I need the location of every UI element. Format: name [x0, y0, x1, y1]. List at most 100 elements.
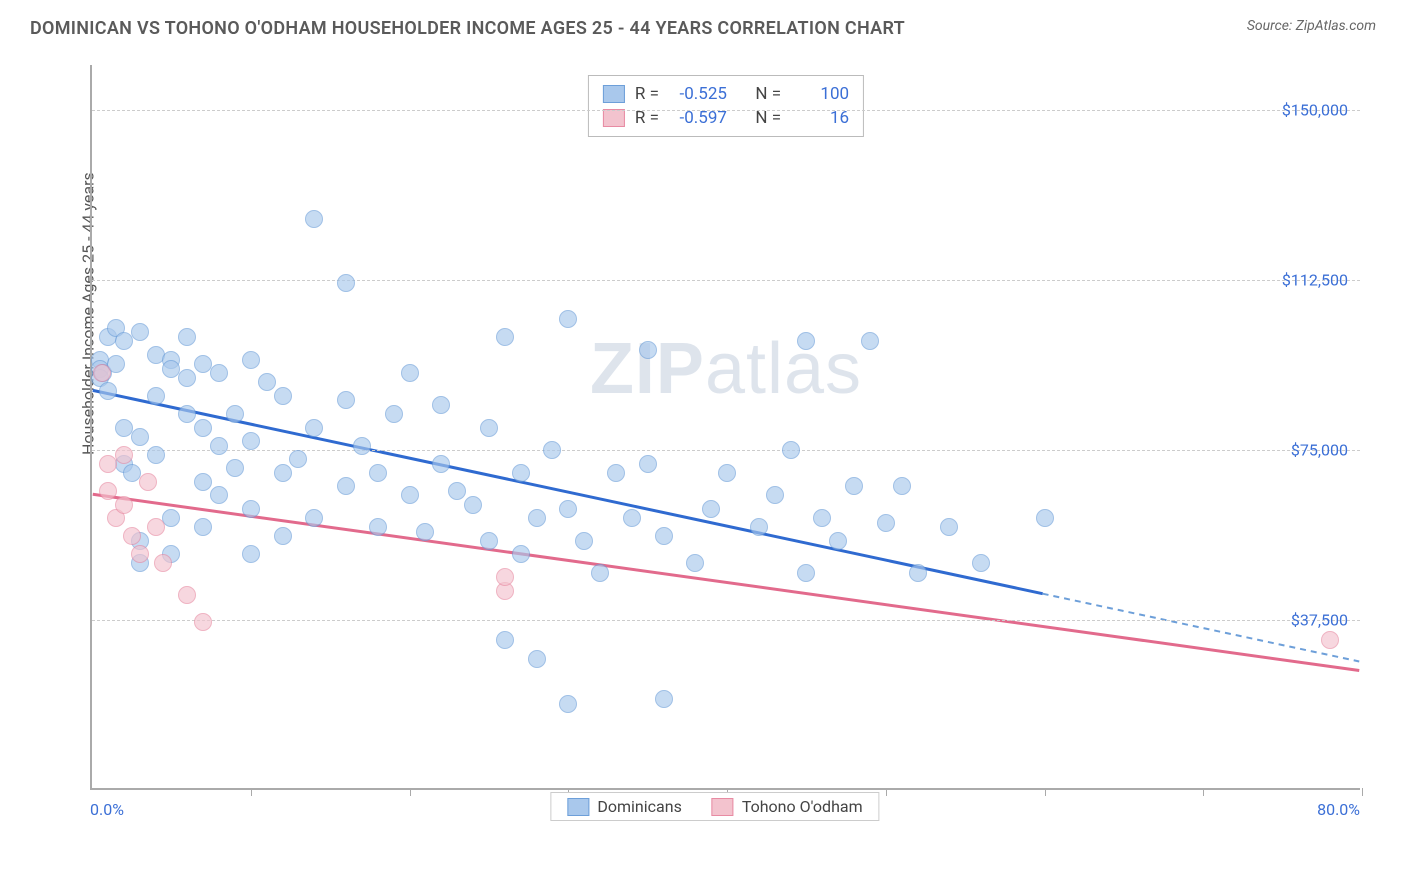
- chart-area: Householder Income Ages 25 - 44 years ZI…: [60, 55, 1370, 825]
- data-point: [496, 631, 514, 649]
- data-point: [93, 364, 111, 382]
- stats-legend-box: R =-0.525 N =100R =-0.597 N =16: [588, 75, 864, 137]
- x-min-label: 0.0%: [90, 800, 124, 819]
- data-point: [369, 464, 387, 482]
- data-point: [289, 450, 307, 468]
- x-tick: [1203, 788, 1204, 796]
- data-point: [401, 364, 419, 382]
- data-point: [416, 523, 434, 541]
- data-point: [496, 568, 514, 586]
- data-point: [305, 509, 323, 527]
- data-point: [861, 332, 879, 350]
- data-point: [178, 586, 196, 604]
- data-point: [337, 477, 355, 495]
- source-label: Source: ZipAtlas.com: [1247, 18, 1376, 34]
- data-point: [274, 387, 292, 405]
- data-point: [893, 477, 911, 495]
- data-point: [940, 518, 958, 536]
- data-point: [353, 437, 371, 455]
- data-point: [123, 527, 141, 545]
- data-point: [448, 482, 466, 500]
- y-tick-label: $150,000: [1282, 101, 1348, 120]
- data-point: [194, 473, 212, 491]
- data-point: [559, 695, 577, 713]
- data-point: [131, 545, 149, 563]
- data-point: [702, 500, 720, 518]
- data-point: [115, 332, 133, 350]
- data-point: [432, 396, 450, 414]
- data-point: [766, 486, 784, 504]
- data-point: [543, 441, 561, 459]
- data-point: [718, 464, 736, 482]
- data-point: [147, 387, 165, 405]
- data-point: [782, 441, 800, 459]
- data-point: [154, 554, 172, 572]
- data-point: [1321, 631, 1339, 649]
- data-point: [575, 532, 593, 550]
- data-point: [274, 527, 292, 545]
- r-value: -0.525: [669, 84, 727, 104]
- data-point: [1036, 509, 1054, 527]
- data-point: [178, 405, 196, 423]
- plot-region: ZIPatlas R =-0.525 N =100R =-0.597 N =16…: [90, 65, 1360, 790]
- watermark: ZIPatlas: [590, 328, 862, 410]
- data-point: [178, 328, 196, 346]
- stats-row: R = -0.525 N = 100: [603, 82, 849, 106]
- data-point: [242, 545, 260, 563]
- data-point: [99, 455, 117, 473]
- data-point: [432, 455, 450, 473]
- data-point: [337, 391, 355, 409]
- data-point: [972, 554, 990, 572]
- data-point: [480, 419, 498, 437]
- data-point: [99, 382, 117, 400]
- x-max-label: 80.0%: [1317, 800, 1360, 819]
- legend-swatch: [567, 798, 589, 816]
- legend-label: Dominicans: [597, 797, 681, 816]
- data-point: [480, 532, 498, 550]
- x-tick: [1362, 788, 1363, 796]
- data-point: [305, 210, 323, 228]
- data-point: [115, 446, 133, 464]
- x-tick: [886, 788, 887, 796]
- data-point: [512, 464, 530, 482]
- gridline-h: [92, 450, 1360, 451]
- data-point: [797, 332, 815, 350]
- n-label: N =: [755, 84, 781, 104]
- chart-header: DOMINICAN VS TOHONO O'ODHAM HOUSEHOLDER …: [0, 0, 1406, 49]
- data-point: [147, 446, 165, 464]
- y-tick-label: $112,500: [1282, 271, 1348, 290]
- trend-lines: [92, 65, 1360, 788]
- r-label: R =: [635, 84, 659, 104]
- x-tick: [410, 788, 411, 796]
- data-point: [226, 405, 244, 423]
- data-point: [496, 328, 514, 346]
- data-point: [401, 486, 419, 504]
- data-point: [686, 554, 704, 572]
- n-value: 100: [791, 84, 849, 104]
- data-point: [194, 518, 212, 536]
- data-point: [559, 310, 577, 328]
- data-point: [591, 564, 609, 582]
- data-point: [607, 464, 625, 482]
- data-point: [639, 341, 657, 359]
- data-point: [210, 364, 228, 382]
- data-point: [131, 428, 149, 446]
- data-point: [829, 532, 847, 550]
- data-point: [909, 564, 927, 582]
- gridline-h: [92, 280, 1360, 281]
- data-point: [242, 351, 260, 369]
- data-point: [623, 509, 641, 527]
- x-tick: [1045, 788, 1046, 796]
- series-swatch: [603, 85, 625, 103]
- data-point: [512, 545, 530, 563]
- data-point: [655, 690, 673, 708]
- series-legend: DominicansTohono O'odham: [550, 792, 879, 821]
- data-point: [194, 613, 212, 631]
- data-point: [813, 509, 831, 527]
- data-point: [797, 564, 815, 582]
- data-point: [559, 500, 577, 518]
- gridline-h: [92, 620, 1360, 621]
- data-point: [750, 518, 768, 536]
- data-point: [305, 419, 323, 437]
- data-point: [242, 432, 260, 450]
